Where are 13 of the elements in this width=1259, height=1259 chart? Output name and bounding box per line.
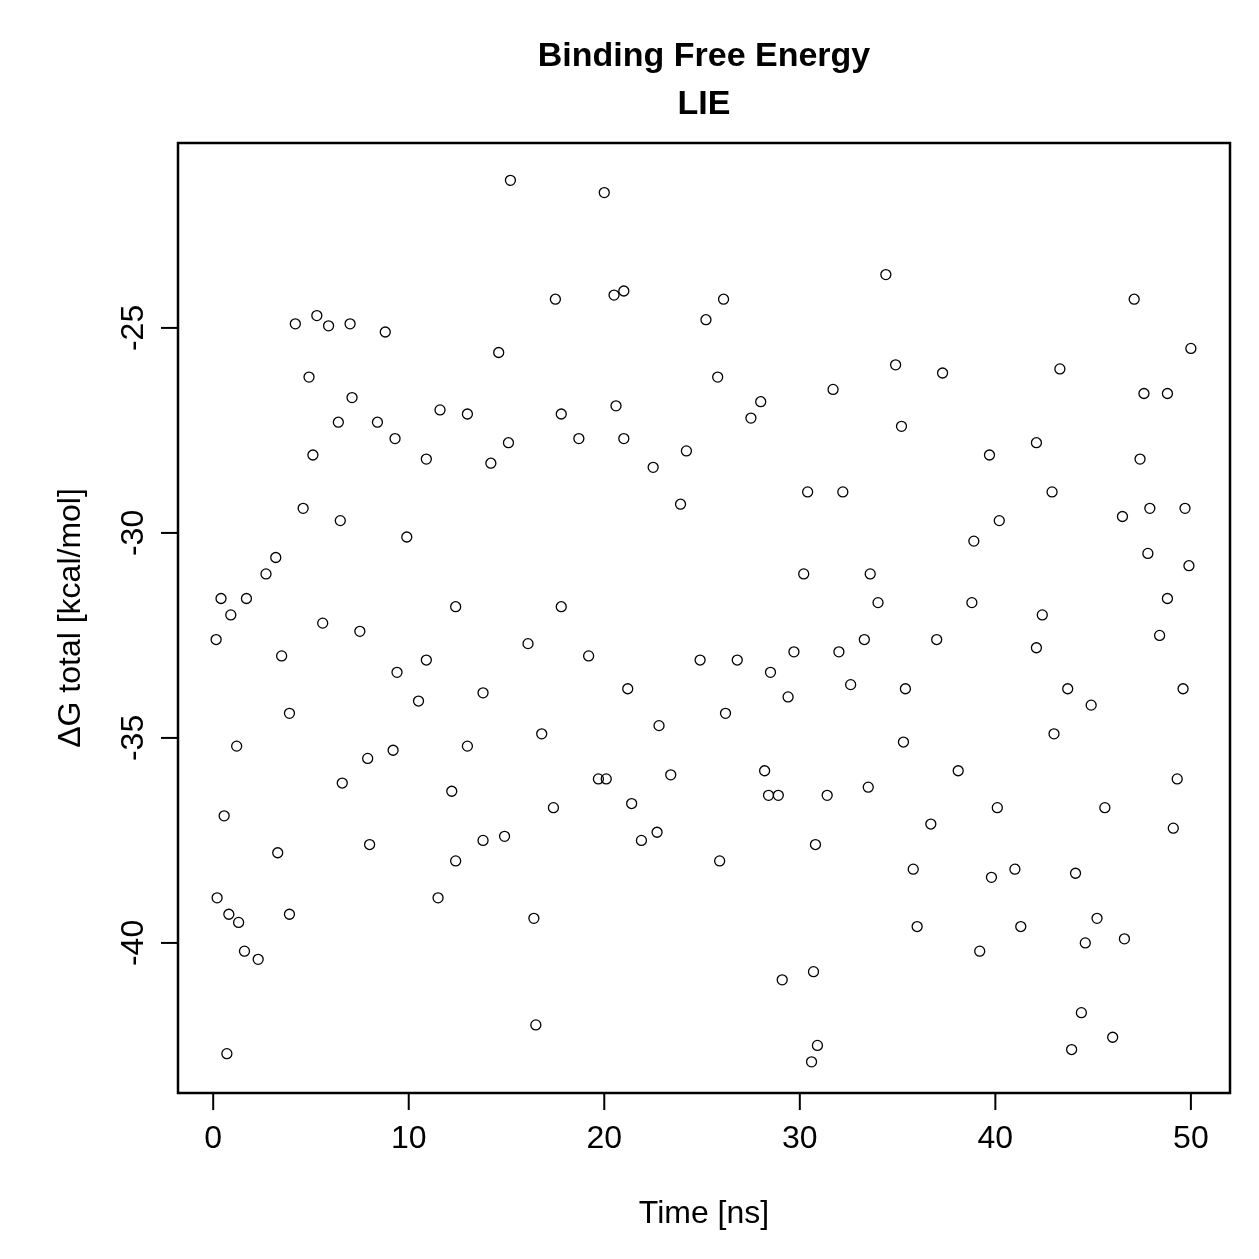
y-tick-label: -35 (114, 714, 150, 762)
x-axis-title: Time [ns] (638, 1194, 770, 1230)
y-axis-title: ΔG total [kcal/mol] (51, 488, 87, 748)
chart-title: Binding Free Energy LIE (537, 35, 871, 121)
x-tick-label: 30 (782, 1119, 818, 1155)
x-tick-label: 40 (977, 1119, 1014, 1155)
x-tick-label: 10 (390, 1119, 427, 1155)
y-tick-label: -40 (114, 919, 150, 967)
x-tick-label: 0 (204, 1119, 223, 1155)
x-tick-label: 20 (586, 1119, 623, 1155)
y-tick-label: -25 (114, 304, 150, 352)
x-tick-label: 50 (1173, 1119, 1209, 1155)
y-tick-label: -30 (114, 509, 150, 557)
